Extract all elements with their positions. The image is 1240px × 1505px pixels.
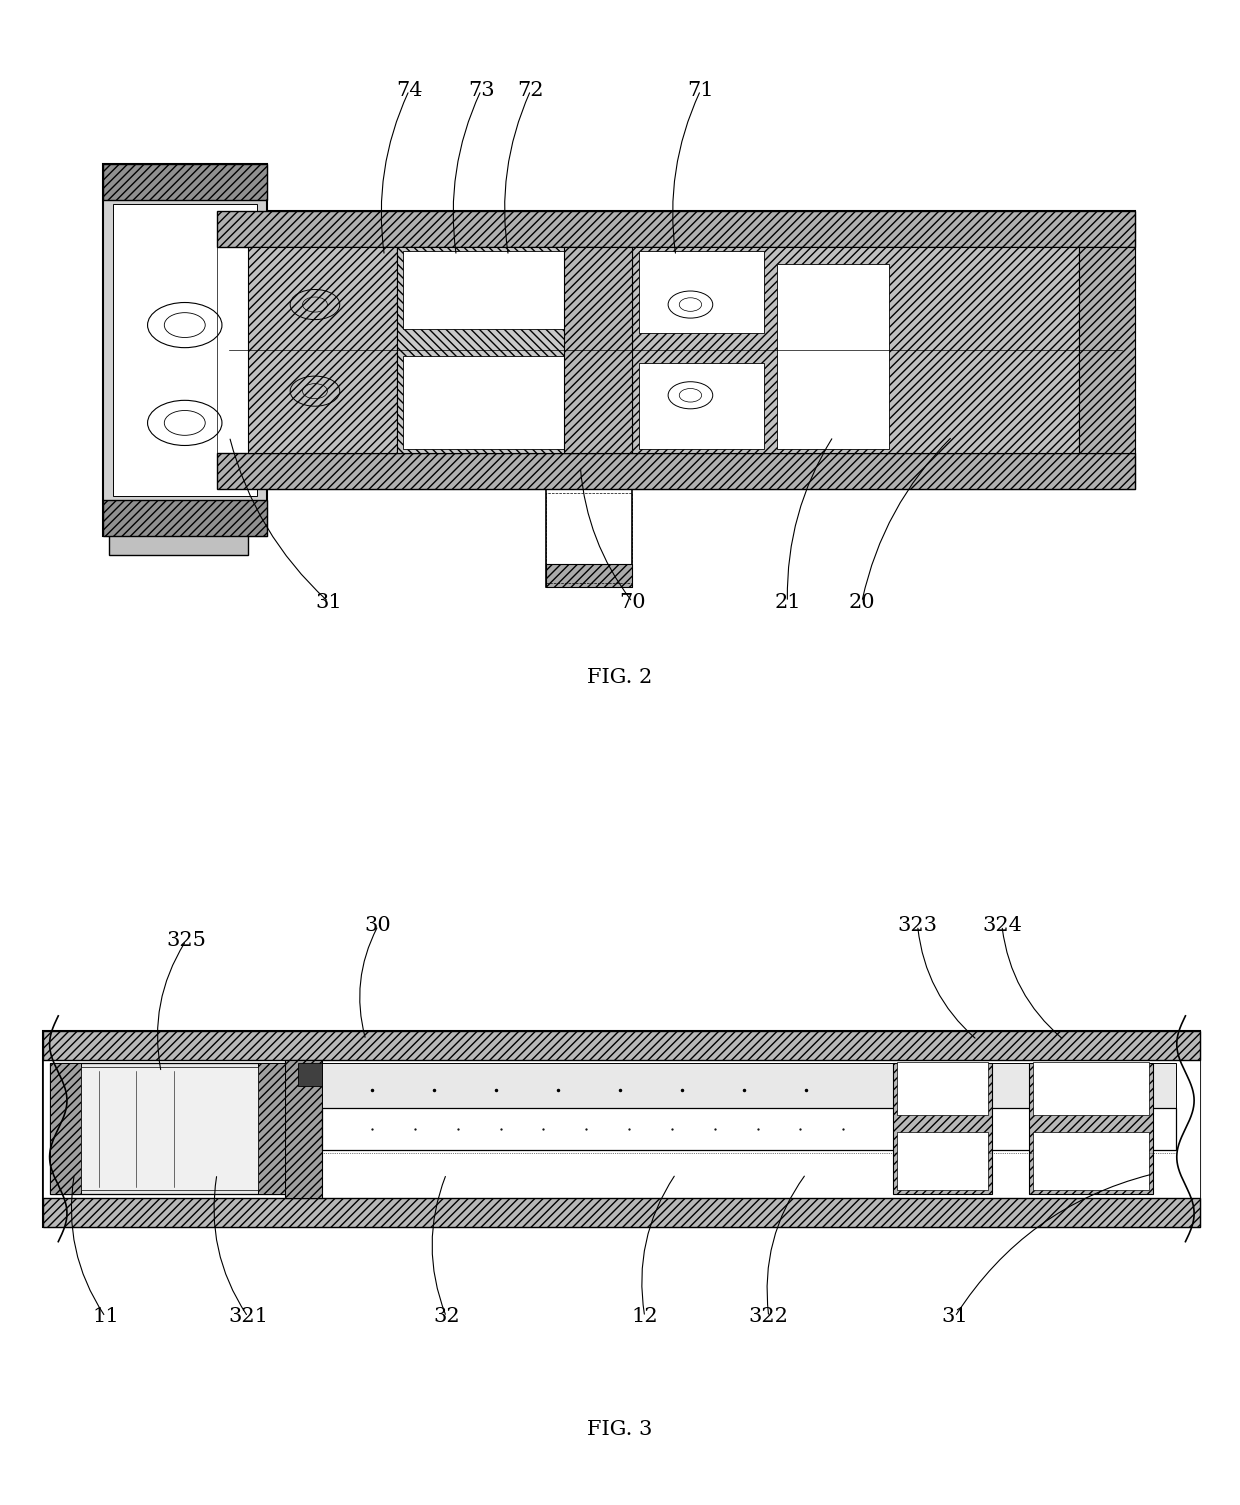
Bar xyxy=(777,263,889,448)
Bar xyxy=(285,1060,322,1198)
Bar xyxy=(43,1060,1200,1198)
Text: 12: 12 xyxy=(631,1308,658,1326)
Bar xyxy=(546,564,632,587)
Text: 325: 325 xyxy=(166,932,206,950)
Bar xyxy=(322,1063,1176,1118)
Bar xyxy=(103,500,267,536)
Text: 30: 30 xyxy=(365,917,392,935)
Bar xyxy=(258,1063,285,1195)
Bar xyxy=(1033,1132,1149,1190)
Bar xyxy=(103,164,267,200)
Text: 322: 322 xyxy=(749,1308,789,1326)
Text: 31: 31 xyxy=(315,593,342,611)
Text: FIG. 3: FIG. 3 xyxy=(588,1421,652,1439)
Text: 323: 323 xyxy=(898,917,937,935)
Bar xyxy=(50,1063,285,1195)
Bar xyxy=(1033,1063,1149,1115)
Text: FIG. 2: FIG. 2 xyxy=(588,668,652,686)
Bar xyxy=(897,1063,988,1115)
Bar xyxy=(632,247,1079,453)
Bar xyxy=(1079,247,1135,453)
Bar xyxy=(217,211,1135,247)
Bar xyxy=(639,363,764,448)
Text: 71: 71 xyxy=(687,81,714,99)
Text: 11: 11 xyxy=(92,1308,119,1326)
Bar xyxy=(43,1198,1200,1227)
Bar xyxy=(897,1132,988,1190)
Bar xyxy=(217,211,1135,489)
Bar xyxy=(109,533,248,554)
Bar xyxy=(81,1067,258,1190)
Text: 74: 74 xyxy=(396,81,423,99)
Bar xyxy=(397,247,595,453)
Bar xyxy=(248,247,397,453)
Text: 32: 32 xyxy=(433,1308,460,1326)
Bar xyxy=(403,251,589,330)
Bar xyxy=(217,247,1135,453)
Text: 20: 20 xyxy=(848,593,875,611)
Bar xyxy=(893,1063,992,1195)
Bar xyxy=(322,1108,1176,1150)
Bar xyxy=(50,1063,81,1195)
Bar xyxy=(298,1063,322,1087)
Bar xyxy=(217,453,1135,489)
Bar xyxy=(546,489,632,587)
Text: 21: 21 xyxy=(774,593,801,611)
Text: 324: 324 xyxy=(982,917,1022,935)
Text: 321: 321 xyxy=(228,1308,268,1326)
Text: 72: 72 xyxy=(517,81,544,99)
Bar xyxy=(113,203,257,497)
Bar xyxy=(43,1031,1200,1060)
Bar xyxy=(403,357,589,448)
Text: 70: 70 xyxy=(619,593,646,611)
Bar xyxy=(639,251,764,334)
Bar xyxy=(564,247,632,453)
Bar xyxy=(103,164,267,536)
Bar xyxy=(1029,1063,1153,1195)
Text: 73: 73 xyxy=(467,81,495,99)
Bar xyxy=(43,1031,1200,1227)
Text: 31: 31 xyxy=(941,1308,968,1326)
